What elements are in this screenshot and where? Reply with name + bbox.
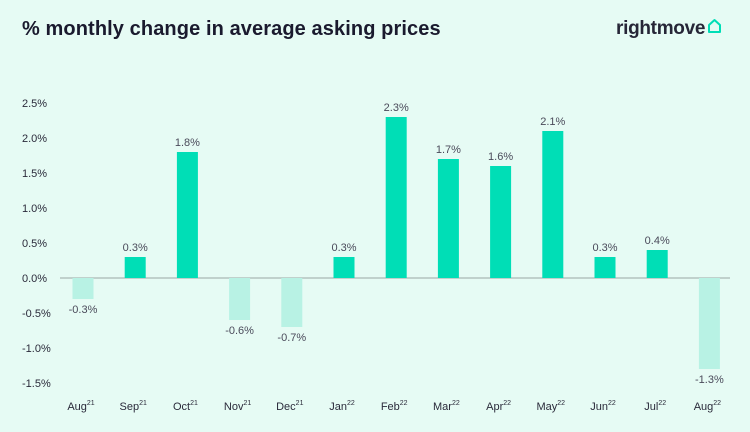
bar (229, 278, 251, 320)
x-tick-label: Nov21 (224, 400, 251, 413)
data-label: 0.3% (331, 242, 356, 254)
chart-title: % monthly change in average asking price… (22, 18, 441, 40)
x-tick-year: 21 (87, 400, 95, 407)
x-tick-year: 21 (296, 400, 304, 407)
x-tick-month: Nov (224, 401, 244, 413)
house-icon (708, 19, 722, 33)
x-tick-month: Jul (644, 401, 658, 413)
bar (594, 257, 616, 278)
data-label: 1.7% (436, 144, 461, 156)
rightmove-logo: rightmove (616, 18, 722, 40)
x-tick-label: Oct21 (173, 400, 198, 413)
x-tick-month: May (537, 401, 558, 413)
x-tick-year: 22 (503, 400, 511, 407)
data-label: 0.4% (645, 235, 670, 247)
bar (281, 278, 303, 327)
data-label: 0.3% (592, 242, 617, 254)
y-tick-label: 0.0% (22, 273, 47, 285)
data-label: -0.3% (69, 304, 98, 316)
x-tick-month: Sep (120, 401, 140, 413)
x-tick-label: Aug21 (67, 400, 94, 413)
x-tick-label: May22 (537, 400, 566, 413)
y-tick-label: 1.0% (22, 203, 47, 215)
bar (385, 117, 407, 278)
x-axis: Aug21 Sep21 Oct21 Nov21 Dec21 Jan22 Feb22 Mar22… (67, 400, 721, 413)
x-tick-year: 22 (347, 400, 355, 407)
data-labels: -0.3% 0.3% 1.8% -0.6% -0.7% 0.3% 2.3% 1.7% 1.6% 2… (69, 102, 724, 386)
x-tick-month: Aug (67, 401, 87, 413)
x-tick-label: Aug22 (694, 400, 721, 413)
x-tick-year: 22 (658, 400, 666, 407)
x-tick-month: Oct (173, 401, 190, 413)
x-tick-year: 21 (139, 400, 147, 407)
x-tick-year: 22 (400, 400, 408, 407)
bar (490, 166, 512, 278)
data-label: 2.3% (384, 102, 409, 114)
x-tick-label: Feb22 (381, 400, 408, 413)
x-tick-year: 22 (557, 400, 565, 407)
x-tick-year: 22 (713, 400, 721, 407)
y-tick-label: 2.5% (22, 98, 47, 110)
y-tick-label: 0.5% (22, 238, 47, 250)
y-tick-label: -1.0% (22, 343, 51, 355)
data-label: 1.6% (488, 151, 513, 163)
y-axis: 2.5% 2.0% 1.5% 1.0% 0.5% 0.0% -0.5% -1.0% -1.5% (22, 98, 51, 390)
data-label: 1.8% (175, 137, 200, 149)
bar (646, 250, 668, 278)
data-label: 2.1% (540, 116, 565, 128)
data-label: -0.6% (225, 325, 254, 337)
bar (698, 278, 720, 369)
bar (176, 152, 198, 278)
data-label: -1.3% (695, 374, 724, 386)
y-tick-label: 2.0% (22, 133, 47, 145)
x-tick-label: Mar22 (433, 400, 460, 413)
y-tick-label: -1.5% (22, 378, 51, 390)
x-tick-month: Mar (433, 401, 452, 413)
x-tick-label: Dec21 (276, 400, 303, 413)
x-tick-month: Feb (381, 401, 400, 413)
x-tick-label: Sep21 (120, 400, 147, 413)
brand-name: rightmove (616, 18, 706, 39)
bar (333, 257, 355, 278)
bar (72, 278, 94, 299)
data-label: 0.3% (123, 242, 148, 254)
bars (72, 117, 720, 369)
bar (124, 257, 146, 278)
x-tick-month: Jun (590, 401, 608, 413)
x-tick-month: Apr (486, 401, 503, 413)
y-tick-label: 1.5% (22, 168, 47, 180)
bar (542, 131, 564, 278)
x-tick-year: 21 (243, 400, 251, 407)
x-tick-month: Jan (329, 401, 347, 413)
y-tick-label: -0.5% (22, 308, 51, 320)
bar (437, 159, 459, 278)
x-tick-label: Jul22 (644, 400, 666, 413)
data-label: -0.7% (277, 332, 306, 344)
x-tick-year: 21 (190, 400, 198, 407)
x-tick-month: Aug (694, 401, 714, 413)
x-tick-month: Dec (276, 401, 296, 413)
x-tick-label: Jun22 (590, 400, 616, 413)
x-tick-label: Jan22 (329, 400, 355, 413)
x-tick-year: 22 (608, 400, 616, 407)
x-tick-year: 22 (452, 400, 460, 407)
x-tick-label: Apr22 (486, 400, 511, 413)
